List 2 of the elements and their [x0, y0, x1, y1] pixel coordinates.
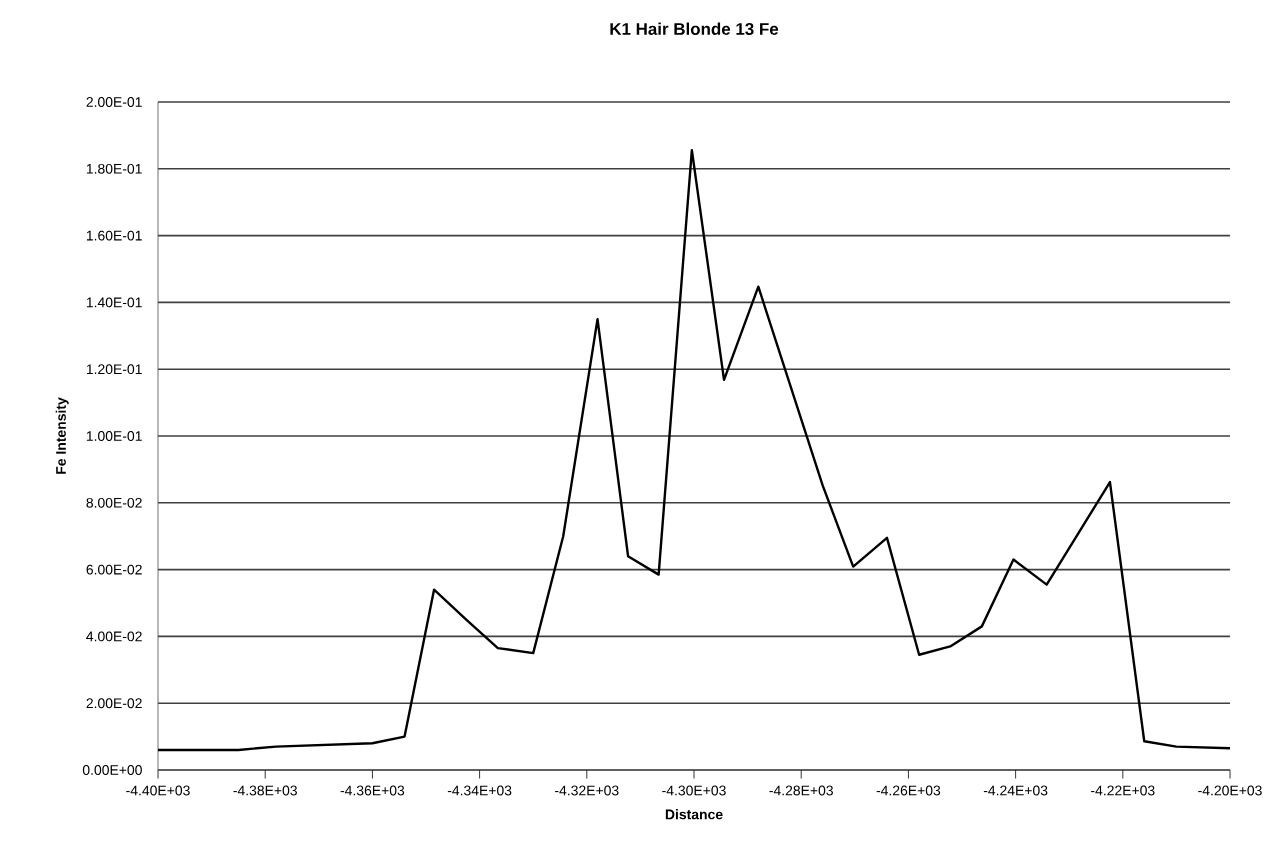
chart-title: K1 Hair Blonde 13 Fe [610, 22, 779, 35]
line-series [156, 148, 1232, 752]
